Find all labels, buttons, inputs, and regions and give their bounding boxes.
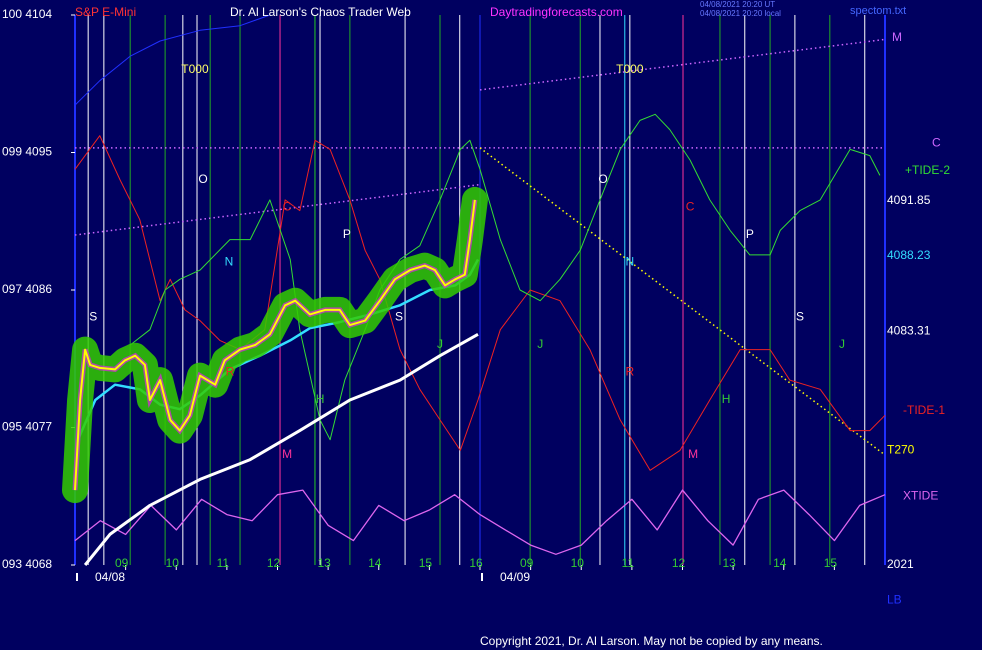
annotation: S — [89, 310, 97, 324]
annotation: S — [395, 310, 403, 324]
x-tick-label: 15 — [419, 556, 433, 570]
series-line — [74, 199, 476, 491]
annotation: O — [198, 172, 207, 186]
x-tick-label: 11 — [217, 556, 230, 570]
series-line — [479, 147, 886, 456]
annotation: T000 — [616, 62, 644, 76]
date-label: 04/09 — [500, 570, 530, 584]
side-label: 2021 — [887, 557, 914, 571]
side-label: XTIDE — [903, 488, 938, 502]
x-tick-label: 16 — [469, 556, 483, 570]
plot-area — [62, 14, 886, 581]
annotation: J — [537, 337, 543, 351]
x-tick-label: 15 — [824, 556, 838, 570]
chart-title: Dr. Al Larson's Chaos Trader Web — [230, 5, 411, 19]
side-label: -TIDE-1 — [903, 403, 945, 417]
annotation: N — [626, 255, 635, 269]
copyright: Copyright 2021, Dr. Al Larson. May not b… — [480, 634, 823, 648]
annotation: J — [839, 337, 845, 351]
annotation: C — [283, 200, 292, 214]
series-line — [479, 38, 886, 91]
file-name: spectom.txt — [850, 5, 906, 17]
series-line — [74, 135, 886, 471]
side-label: +TIDE-2 — [905, 163, 950, 177]
series-line — [74, 489, 886, 555]
annotation: P — [343, 227, 351, 241]
stamp: 04/08/2021 20:20 UT — [700, 0, 775, 9]
x-tick-label: 14 — [368, 556, 382, 570]
annotation: N — [225, 255, 234, 269]
x-tick-label: 11 — [622, 556, 635, 570]
annotation: M — [282, 447, 292, 461]
x-tick-label: 09 — [520, 556, 534, 570]
annotation: C — [686, 200, 695, 214]
instrument: S&P E-Mini — [75, 5, 136, 19]
y-tick-label: 099 4095 — [2, 145, 52, 159]
x-tick-label: 10 — [571, 556, 585, 570]
x-tick-label: 13 — [317, 556, 331, 570]
series-line — [129, 113, 881, 441]
y-tick-label: 095 4077 — [2, 420, 52, 434]
annotation: R — [226, 365, 235, 379]
annotation: H — [316, 392, 325, 406]
annotation: R — [626, 365, 635, 379]
x-tick-label: 09 — [115, 556, 129, 570]
annotation: H — [722, 392, 731, 406]
annotation: O — [598, 172, 607, 186]
side-label: C — [932, 136, 941, 150]
x-tick-label: 13 — [722, 556, 736, 570]
annotation: P — [746, 227, 754, 241]
x-tick-label: 12 — [672, 556, 686, 570]
side-label: T270 — [887, 443, 915, 457]
x-tick-label: 10 — [166, 556, 180, 570]
annotation: S — [796, 310, 804, 324]
y-tick-label: 100 4104 — [2, 7, 52, 21]
y-tick-label: 097 4086 — [2, 282, 52, 296]
annotation: M — [688, 447, 698, 461]
annotation: T000 — [181, 62, 209, 76]
side-label: 4091.85 — [887, 193, 931, 207]
side-label: M — [892, 30, 902, 44]
x-tick-label: 14 — [773, 556, 787, 570]
side-label: LB — [887, 592, 902, 606]
x-tick-label: 12 — [267, 556, 281, 570]
series-line — [74, 14, 271, 106]
series-line — [83, 332, 479, 566]
date-label: 04/08 — [95, 570, 125, 584]
stamp: 04/08/2021 20:20 local — [700, 9, 781, 18]
y-tick-label: 093 4068 — [2, 557, 52, 571]
side-label: 4083.31 — [887, 323, 931, 337]
side-label: 4088.23 — [887, 248, 931, 262]
site: Daytradingforecasts.com — [490, 5, 623, 19]
annotation: J — [437, 337, 443, 351]
series-line — [74, 183, 481, 236]
